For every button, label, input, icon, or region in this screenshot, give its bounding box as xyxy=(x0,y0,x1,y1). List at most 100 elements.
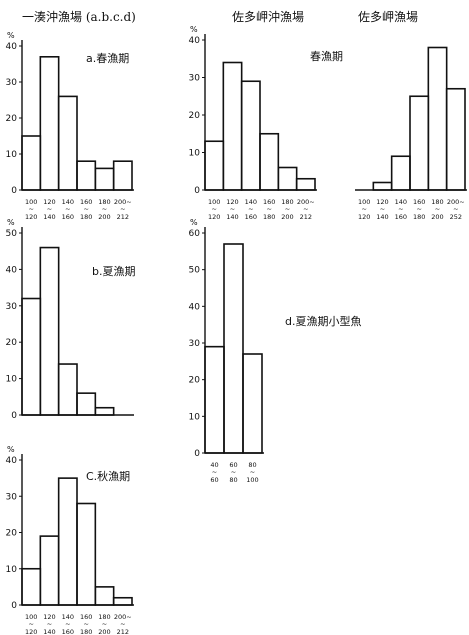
a-x-tick-sep: ~ xyxy=(83,205,88,213)
a-chart-title: a.春漁期 xyxy=(86,51,129,65)
sata_misaki-x-tick-sep: ~ xyxy=(361,205,366,213)
sata_misaki-x-tick-top: 140 xyxy=(395,198,407,206)
sata_misaki-bar xyxy=(427,46,448,191)
c-y-tick-label: 20 xyxy=(6,529,18,539)
c-x-tick-top: 140 xyxy=(62,613,74,621)
b-bar xyxy=(39,246,60,416)
sata_oki-y-tick-label: 0 xyxy=(194,186,200,196)
a-x-tick-bottom: 212 xyxy=(117,213,129,221)
b-y-tick-label: 30 xyxy=(6,302,18,312)
sata_oki-bar xyxy=(277,166,298,191)
sata_misaki-x-tick-bottom: 252 xyxy=(450,213,462,221)
a-y-tick-label: 0 xyxy=(11,186,17,196)
d-y-tick-label: 20 xyxy=(189,376,201,386)
d-bar xyxy=(242,353,263,454)
a-x-tick-bottom: 140 xyxy=(43,213,55,221)
sata_oki-bar xyxy=(222,61,243,191)
sata_oki-x-tick-top: 140 xyxy=(245,198,257,206)
sata_misaki-x-tick-bottom: 180 xyxy=(413,213,425,221)
c-unit-label: % xyxy=(7,445,15,454)
c-bar xyxy=(112,596,133,606)
b-y-tick-label: 10 xyxy=(6,375,18,385)
a-x-tick-top: 100 xyxy=(25,198,37,206)
sata_misaki-x-tick-sep: ~ xyxy=(453,205,458,213)
sata_misaki-x-tick-sep: ~ xyxy=(416,205,421,213)
b-bar xyxy=(76,392,97,416)
a-x-tick-top: 140 xyxy=(62,198,74,206)
c-bar xyxy=(94,586,115,606)
c-x-tick-bottom: 200 xyxy=(98,628,110,635)
sata_misaki-bar xyxy=(409,95,430,191)
c-x-tick-bottom: 160 xyxy=(62,628,74,635)
d-chart-title: d.夏漁期小型魚 xyxy=(285,314,361,328)
d-y-tick-label: 50 xyxy=(189,266,201,276)
a-y-tick-label: 10 xyxy=(6,150,18,160)
sata_misaki-bar xyxy=(445,87,466,191)
c-y-tick-label: 30 xyxy=(6,492,18,502)
c-chart-title: C.秋漁期 xyxy=(86,469,130,483)
sata_oki-x-tick-top: 120 xyxy=(226,198,238,206)
sata_oki-x-tick-bottom: 120 xyxy=(208,213,220,221)
c-x-tick-sep: ~ xyxy=(102,620,107,628)
b-unit-label: % xyxy=(7,218,15,227)
b-bar xyxy=(21,297,42,416)
d-y-tick-label: 10 xyxy=(189,412,201,422)
a-y-tick-label: 20 xyxy=(6,114,18,124)
a-bar xyxy=(112,160,133,191)
sata_oki-x-tick-top: 160 xyxy=(263,198,275,206)
sata_misaki-x-tick-top: 200~ xyxy=(447,198,465,206)
d-x-tick-sep: ~ xyxy=(212,468,217,476)
c-x-tick-sep: ~ xyxy=(65,620,70,628)
a-bar xyxy=(21,135,42,191)
d-x-tick-top: 40 xyxy=(210,461,218,469)
sata_misaki-x-tick-sep: ~ xyxy=(380,205,385,213)
b-y-tick-label: 0 xyxy=(11,411,17,421)
a-x-tick-bottom: 200 xyxy=(98,213,110,221)
sata_misaki-x-tick-sep: ~ xyxy=(435,205,440,213)
sata_oki-x-tick-sep: ~ xyxy=(248,205,253,213)
a-y-tick-label: 40 xyxy=(6,42,18,52)
c-y-tick-label: 40 xyxy=(6,456,18,466)
a-x-tick-top: 180 xyxy=(98,198,110,206)
a-x-tick-sep: ~ xyxy=(65,205,70,213)
sata_oki-x-tick-top: 100 xyxy=(208,198,220,206)
d-x-tick-top: 60 xyxy=(229,461,237,469)
sata_oki-x-tick-bottom: 180 xyxy=(263,213,275,221)
c-x-tick-bottom: 120 xyxy=(25,628,37,635)
c-x-tick-top: 160 xyxy=(80,613,92,621)
d-unit-label: % xyxy=(190,218,198,227)
sata_oki-y-tick-label: 20 xyxy=(189,111,201,121)
a-y-tick-label: 30 xyxy=(6,78,18,88)
d-bar xyxy=(223,243,244,454)
d-y-tick-label: 0 xyxy=(194,449,200,459)
a-x-tick-sep: ~ xyxy=(28,205,33,213)
sata_oki-x-tick-sep: ~ xyxy=(303,205,308,213)
sata_misaki-x-tick-bottom: 120 xyxy=(358,213,370,221)
sata_oki-bar xyxy=(259,132,280,191)
sata_oki-x-tick-sep: ~ xyxy=(266,205,271,213)
header-right: 佐多岬漁場 xyxy=(358,10,419,24)
a-x-tick-bottom: 180 xyxy=(80,213,92,221)
d-x-tick-sep: ~ xyxy=(231,468,236,476)
sata_misaki-x-tick-top: 160 xyxy=(413,198,425,206)
c-x-tick-sep: ~ xyxy=(28,620,33,628)
sata_misaki-x-tick-top: 180 xyxy=(431,198,443,206)
c-x-tick-top: 200~ xyxy=(114,613,132,621)
header-middle: 佐多岬沖漁場 xyxy=(232,10,305,24)
d-x-tick-top: 80 xyxy=(248,461,256,469)
sata_misaki-x-tick-bottom: 160 xyxy=(395,213,407,221)
sata_oki-x-tick-sep: ~ xyxy=(285,205,290,213)
sata_oki-bar xyxy=(240,80,261,191)
d-x-tick-bottom: 100 xyxy=(246,476,258,484)
sata_misaki-x-tick-sep: ~ xyxy=(398,205,403,213)
c-x-tick-top: 120 xyxy=(43,613,55,621)
c-x-tick-top: 100 xyxy=(25,613,37,621)
c-bar xyxy=(57,477,78,606)
header-left: 一湊沖漁場 (a.b.c.d) xyxy=(22,10,136,24)
sata_oki-bar xyxy=(204,140,225,191)
a-bar xyxy=(57,95,78,191)
sata_misaki-x-tick-bottom: 200 xyxy=(431,213,443,221)
c-x-tick-sep: ~ xyxy=(47,620,52,628)
sata_oki-y-tick-label: 10 xyxy=(189,149,201,159)
